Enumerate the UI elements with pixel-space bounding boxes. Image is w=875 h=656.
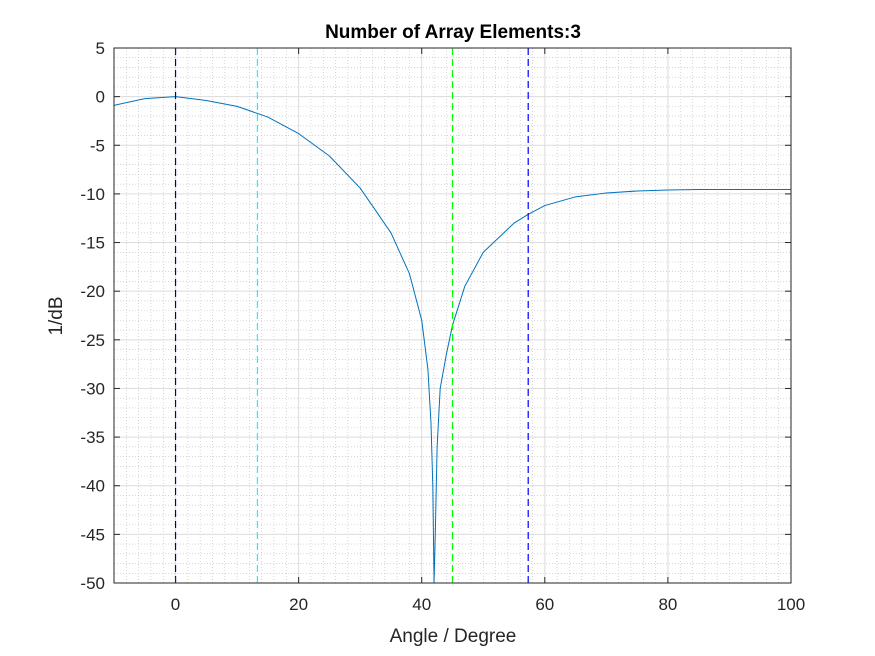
y-tick-label: 5 [96,39,105,58]
y-tick-label: -25 [80,331,105,350]
plot-frame [113,47,792,584]
x-tick-label: 80 [658,595,677,614]
x-tick-label: 100 [777,595,805,614]
data-layer [113,96,791,584]
chart-title: Number of Array Elements:3 [325,22,581,43]
x-axis-label: Angle / Degree [390,626,517,647]
y-tick-label: -40 [80,477,105,496]
y-axis-label: 1/dB [46,296,67,335]
x-axis: 0 20 40 60 80 100 [171,48,805,614]
y-tick-label: -15 [80,234,105,253]
y-tick-label: -50 [80,574,105,593]
minor-grid [113,48,791,583]
y-tick-label: -5 [90,136,105,155]
series-line [113,96,791,584]
plot-area [113,47,792,584]
y-tick-label: 0 [96,88,105,107]
y-tick-label: -30 [80,379,105,398]
x-tick-label: 0 [171,595,180,614]
y-tick-label: -10 [80,185,105,204]
y-tick-label: -20 [80,282,105,301]
y-axis: 5 0 -5 -10 -15 -20 -25 -30 -35 -40 -45 -50 [80,39,791,593]
x-tick-label: 40 [412,595,431,614]
y-tick-label: -35 [80,428,105,447]
x-tick-label: 20 [289,595,308,614]
y-tick-label: -45 [80,525,105,544]
reference-lines [174,48,529,583]
x-tick-label: 60 [535,595,554,614]
